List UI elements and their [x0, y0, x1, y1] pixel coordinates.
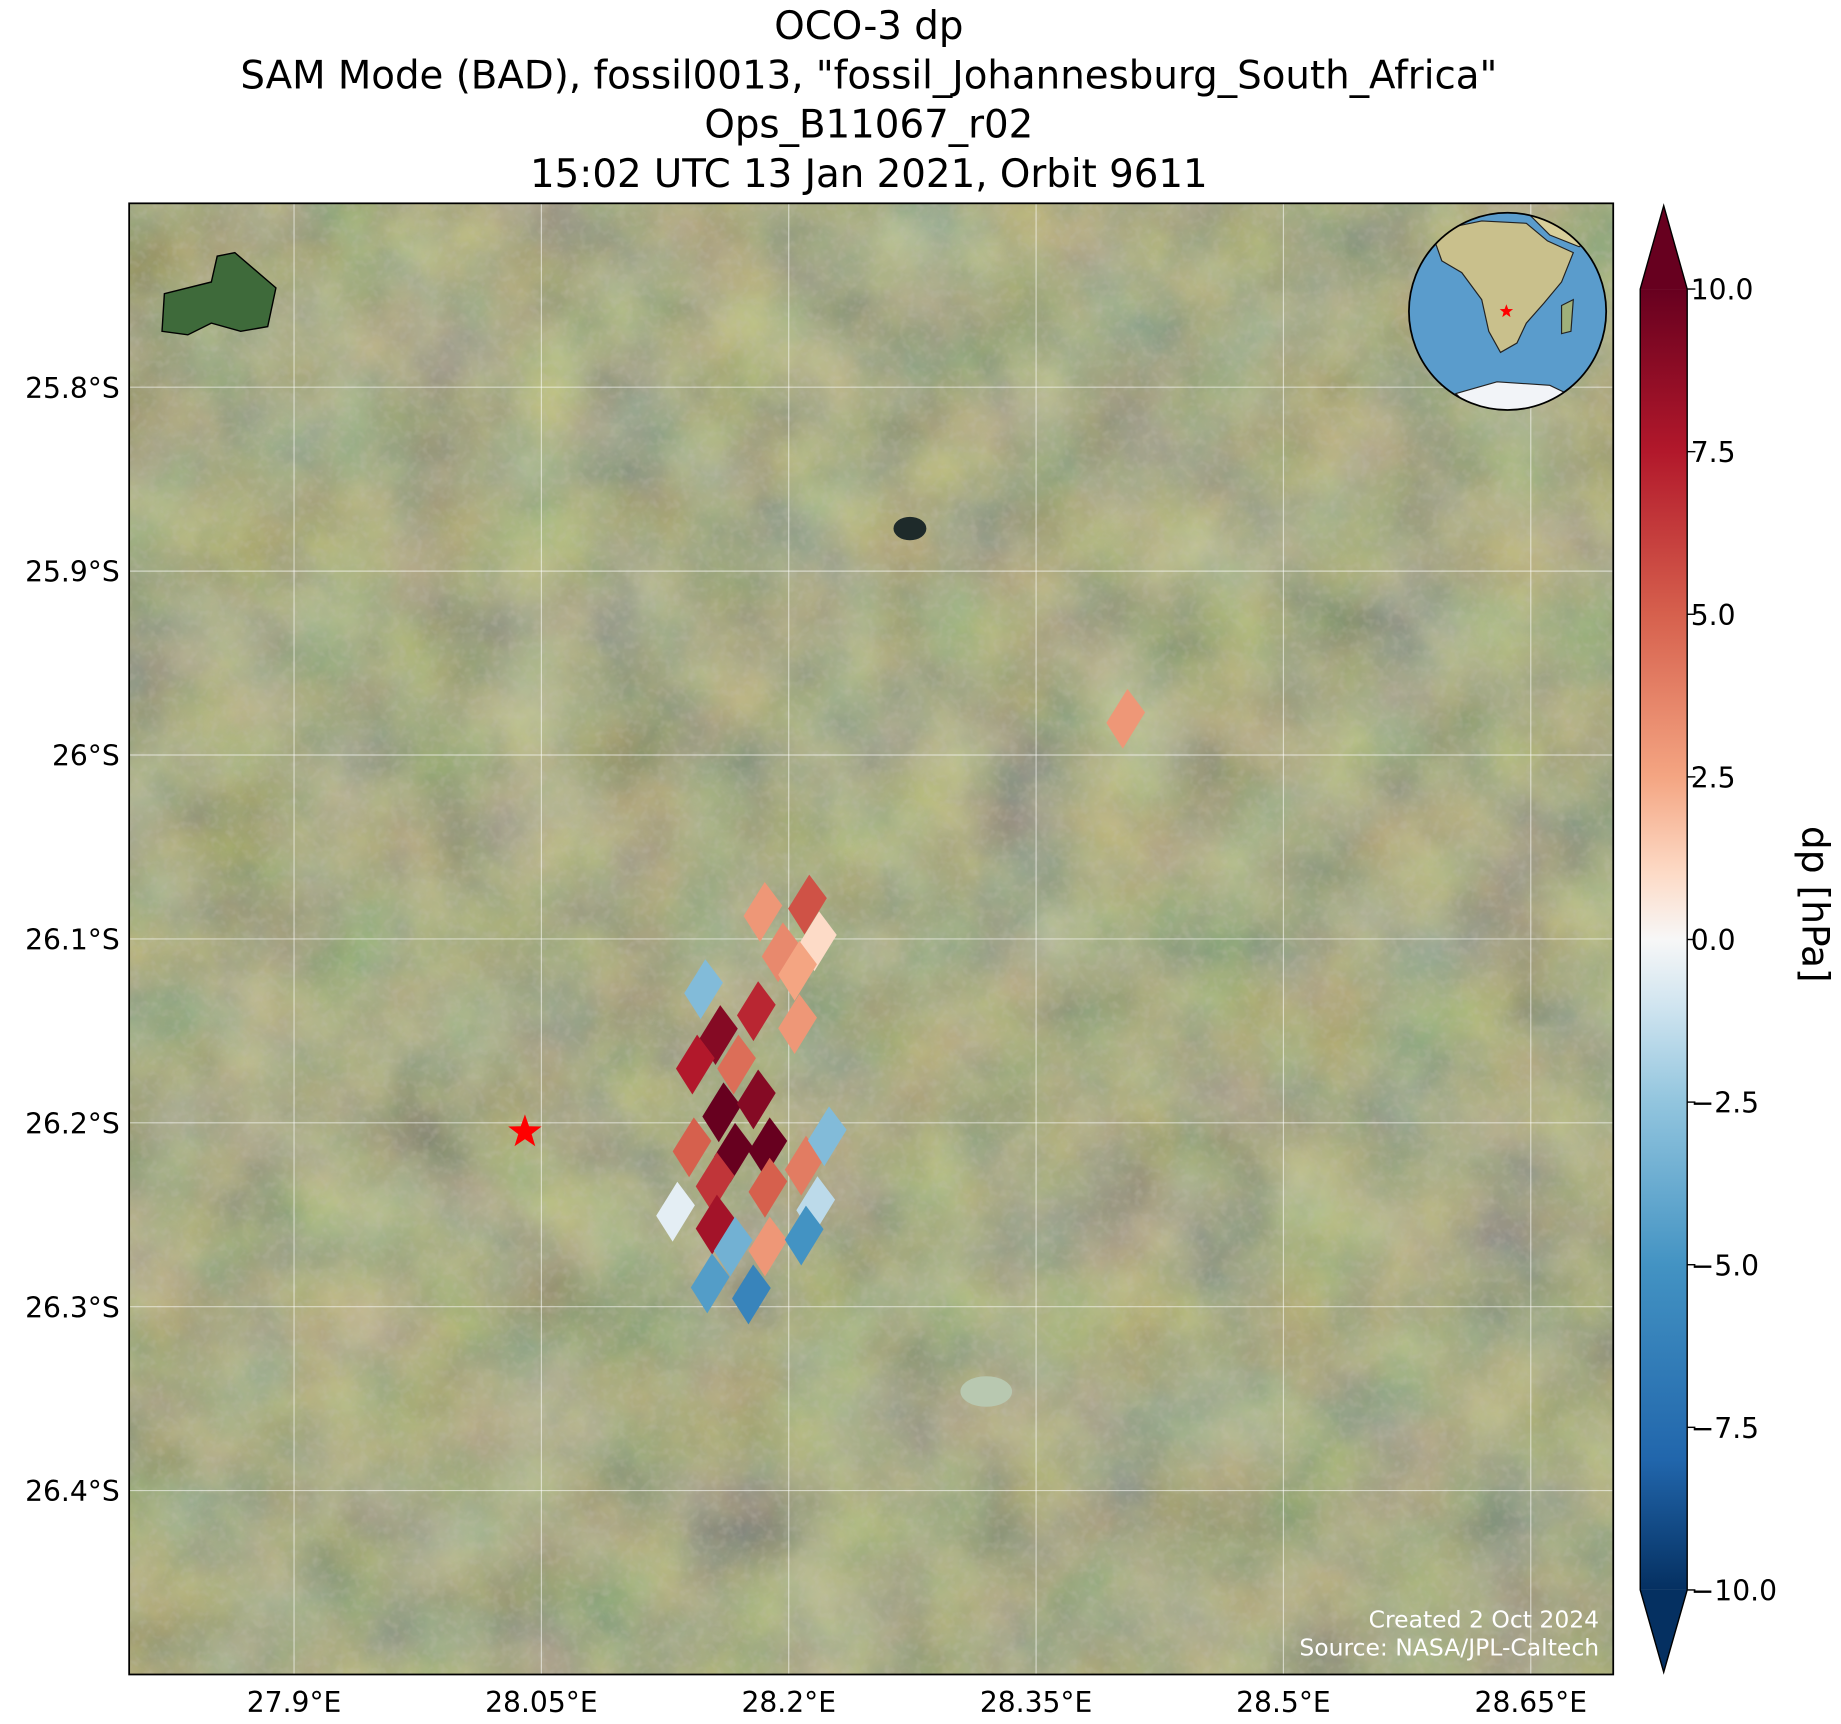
- title-line: SAM Mode (BAD), fossil0013, "fossil_Joha…: [240, 53, 1497, 98]
- footprint: [778, 994, 817, 1055]
- footprint: [690, 1253, 730, 1314]
- x-tick-label: 28.65°E: [1475, 1686, 1587, 1719]
- footprint: [684, 959, 723, 1020]
- colorbar-tick-label: 5.0: [1691, 599, 1736, 632]
- y-tick-label: 25.9°S: [25, 556, 120, 589]
- footprint: [695, 1194, 735, 1255]
- footprint: [743, 881, 783, 942]
- footprint: [702, 1082, 742, 1143]
- footprint: [717, 1034, 756, 1095]
- footprint: [761, 922, 801, 983]
- globe-outline: [1408, 211, 1608, 411]
- footprint: [675, 1034, 715, 1095]
- y-tick-label: 26.2°S: [25, 1107, 120, 1140]
- protected-area: [161, 251, 277, 336]
- map-frame: [128, 202, 1615, 1676]
- colorbar-tick-label: 0.0: [1691, 924, 1736, 957]
- y-tick-label: 26°S: [52, 740, 120, 773]
- footprint: [788, 874, 827, 935]
- footprint: [656, 1181, 695, 1242]
- footprints: [508, 688, 1146, 1325]
- footprint: [695, 1152, 735, 1213]
- colorbar-body: [1640, 289, 1688, 1590]
- footprint: [778, 940, 817, 1001]
- colorbar-tick-label: −2.5: [1691, 1087, 1759, 1120]
- x-tick-label: 27.9°E: [247, 1686, 342, 1719]
- colorbar-tick-label: 2.5: [1691, 761, 1736, 794]
- footprint: [732, 1264, 771, 1325]
- footprint: [784, 1135, 824, 1196]
- footprint: [736, 1069, 776, 1130]
- footprint: [807, 1106, 847, 1167]
- title-line: OCO-3 dp: [774, 4, 963, 49]
- title-line: 15:02 UTC 13 Jan 2021, Orbit 9611: [530, 152, 1208, 197]
- globe-africa: [1434, 220, 1575, 354]
- x-tick-label: 28.2°E: [741, 1686, 836, 1719]
- city-marker: [508, 1114, 542, 1147]
- footprint: [736, 981, 776, 1042]
- y-tick-label: 25.8°S: [25, 372, 120, 405]
- gridlines: [129, 203, 1614, 1675]
- x-tick-label: 28.35°E: [980, 1686, 1092, 1719]
- footprint: [699, 1005, 738, 1066]
- colorbar-extend-bottom: [1640, 1589, 1688, 1673]
- footprint: [784, 1205, 824, 1266]
- colorbar-tick-label: 7.5: [1691, 436, 1736, 469]
- colorbar-tick-label: 10.0: [1691, 274, 1754, 307]
- x-tick-label: 28.5°E: [1236, 1686, 1331, 1719]
- footprint: [748, 1157, 788, 1218]
- colorbar-extend-top: [1640, 205, 1688, 290]
- footprint: [748, 1117, 788, 1178]
- colorbar-tick-label: −10.0: [1691, 1575, 1777, 1608]
- y-tick-label: 26.1°S: [25, 923, 120, 956]
- footprint: [672, 1117, 712, 1178]
- y-tick-label: 26.4°S: [25, 1475, 120, 1508]
- footprint: [1106, 688, 1146, 749]
- colorbar: −10.0 −7.5 −5.0 −2.5 0.0 2.5 5.0 7.5 10.0 dp [hPa…: [1639, 203, 1837, 1675]
- globe-madagascar: [1560, 298, 1574, 335]
- dam: [893, 516, 927, 541]
- title-line: Ops_B11067_r02: [704, 103, 1033, 148]
- annotation: Source: NASA/JPL-Caltech: [1299, 1634, 1599, 1662]
- y-tick-label: 26.3°S: [25, 1291, 120, 1324]
- colorbar-tick-label: −7.5: [1691, 1412, 1759, 1445]
- footprint: [713, 1216, 753, 1277]
- footprint: [748, 1216, 788, 1277]
- pan-lake: [960, 1376, 1013, 1407]
- globe-marker: [1499, 304, 1514, 318]
- annotation: Created 2 Oct 2024: [1369, 1606, 1599, 1634]
- colorbar-label: dp [hPa]: [1793, 826, 1837, 983]
- x-tick-label: 28.05°E: [485, 1686, 597, 1719]
- colorbar-tick-label: −5.0: [1691, 1249, 1759, 1282]
